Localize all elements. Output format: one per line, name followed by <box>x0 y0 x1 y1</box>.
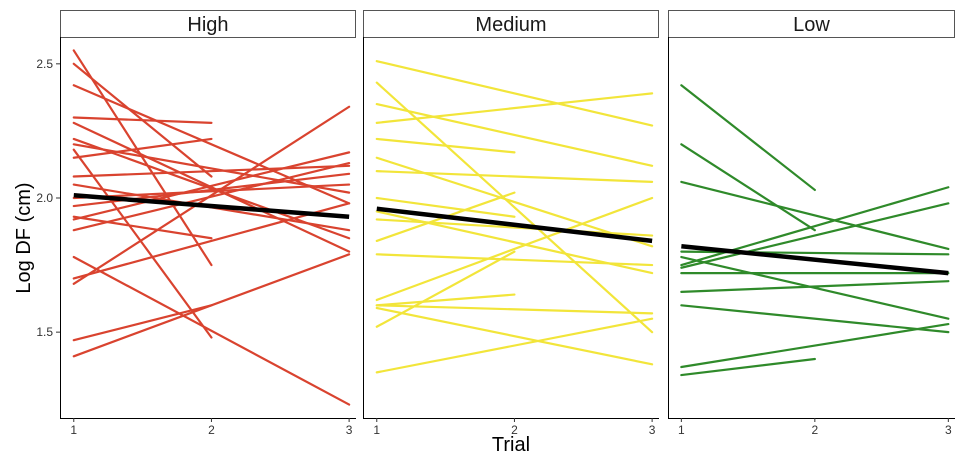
subject-line <box>680 143 816 232</box>
subject-line <box>680 180 950 251</box>
subject-line <box>680 84 816 192</box>
facet-panel-1: Medium 1 2 3 <box>363 10 659 437</box>
x-tick-label: 1 <box>373 423 380 437</box>
x-tick-label: 1 <box>70 423 77 437</box>
x-tick-label: 2 <box>208 423 215 437</box>
y-tick-label: 1.5 <box>36 325 53 339</box>
facet-strip <box>668 10 955 38</box>
subject-line <box>375 250 516 328</box>
subject-line <box>72 253 351 358</box>
subject-line <box>375 170 654 183</box>
subject-line <box>680 304 950 334</box>
y-axis-title: Log DF (cm) <box>13 182 35 293</box>
subject-line <box>375 102 654 167</box>
group-trend-line <box>376 206 653 244</box>
subject-line <box>72 49 213 267</box>
subject-line <box>375 306 654 366</box>
subject-line <box>72 151 351 221</box>
x-tick-label: 2 <box>511 423 518 437</box>
x-axis-title: Trial <box>492 434 530 456</box>
subject-line <box>680 202 950 269</box>
facet-strip-label: Low <box>793 14 830 36</box>
x-tick-label: 3 <box>945 423 952 437</box>
subject-line <box>680 255 950 320</box>
facet-strip <box>60 10 356 38</box>
subject-line <box>72 121 351 253</box>
subject-line <box>680 357 816 377</box>
subject-line <box>72 172 351 208</box>
x-tick-label: 3 <box>346 423 353 437</box>
subject-line <box>375 218 654 237</box>
group-trend-line <box>73 193 350 220</box>
subject-line <box>72 105 351 285</box>
subject-line <box>375 60 654 127</box>
subject-line <box>375 81 654 334</box>
subject-line <box>72 215 213 240</box>
facet-panel-0: High 1 2 3 1.5 2.0 2.5 <box>36 10 356 437</box>
y-tick-label: 2.5 <box>36 57 53 71</box>
facet-strip-label: Medium <box>475 14 546 36</box>
facet-strip <box>363 10 659 38</box>
subject-line <box>375 196 654 302</box>
subject-line <box>72 148 213 339</box>
subject-line <box>72 164 351 178</box>
subject-line <box>72 202 351 280</box>
subject-line <box>72 116 213 124</box>
subject-line <box>375 293 516 307</box>
subject-line <box>375 196 516 218</box>
subject-line <box>680 322 950 369</box>
subject-line <box>680 280 950 293</box>
subject-line <box>375 137 516 154</box>
subject-line <box>72 137 213 159</box>
subject-line <box>72 304 213 342</box>
subject-line <box>375 92 654 124</box>
subject-line <box>72 162 351 232</box>
facet-strip-label: High <box>187 14 228 36</box>
y-tick-label: 2.0 <box>36 191 53 205</box>
x-tick-label: 2 <box>811 423 818 437</box>
facet-panel-2: Low 1 2 3 <box>668 10 955 437</box>
subject-line <box>72 183 351 200</box>
subject-line <box>375 304 654 315</box>
subject-line <box>72 255 351 406</box>
subject-line <box>375 317 654 374</box>
x-tick-label: 1 <box>678 423 685 437</box>
subject-line <box>375 253 654 267</box>
x-tick-label: 3 <box>649 423 656 437</box>
group-trend-line <box>681 244 949 276</box>
